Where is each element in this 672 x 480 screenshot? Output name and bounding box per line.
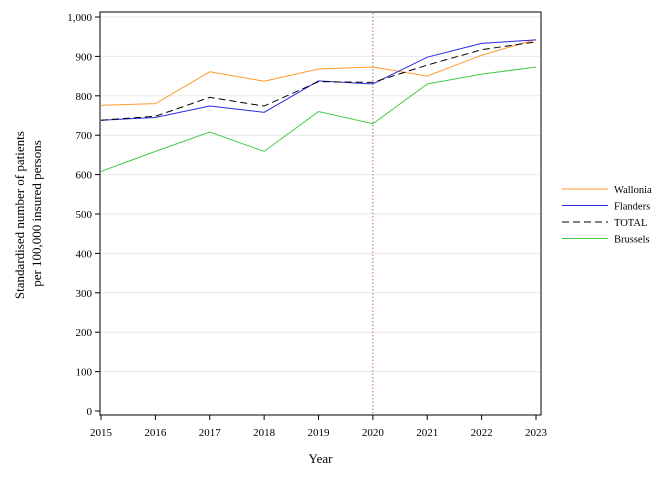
- y-tick-label: 700: [76, 130, 93, 142]
- grid-lines: [101, 16, 540, 373]
- y-tick-label: 800: [76, 91, 93, 103]
- x-axis-title: Year: [309, 451, 334, 466]
- y-tick-label: 100: [76, 367, 93, 379]
- legend-label-flanders: Flanders: [614, 202, 650, 213]
- series-line-total: [100, 41, 537, 121]
- y-tick-label: 900: [76, 51, 93, 63]
- series-line-wallonia: [100, 38, 537, 106]
- y-tick-label: 600: [76, 170, 93, 182]
- x-tick-label: 2022: [471, 427, 493, 439]
- x-tick-label: 2015: [90, 427, 113, 439]
- y-tick-label: 300: [76, 288, 93, 300]
- x-tick-label: 2020: [362, 427, 385, 439]
- y-tick-label: 500: [76, 209, 93, 221]
- y-axis-title-line-2: per 100,000 insured persons: [29, 140, 44, 287]
- x-tick-label: 2023: [525, 427, 548, 439]
- y-tick-label: 0: [87, 406, 93, 418]
- series-line-flanders: [100, 39, 537, 121]
- x-tick-label: 2017: [199, 427, 222, 439]
- x-axis: 2015 2016 2017 2018 2019 2020 2021 2022 2023: [90, 415, 548, 439]
- series-line-brussels: [100, 66, 537, 172]
- legend-label-total: TOTAL: [614, 218, 647, 229]
- x-tick-label: 2018: [253, 427, 276, 439]
- y-tick-label: 1,000: [67, 12, 92, 24]
- y-axis-title-line-1: Standardised number of patients: [12, 131, 27, 299]
- series-layer: [100, 38, 537, 172]
- legend-label-wallonia: Wallonia: [614, 185, 652, 196]
- legend: Wallonia Flanders TOTAL Brussels: [562, 185, 652, 246]
- x-tick-label: 2021: [416, 427, 438, 439]
- y-tick-label: 200: [76, 327, 93, 339]
- y-axis: 0 100 200 300 400 500 600 700 800 900 1,000: [67, 12, 100, 418]
- y-axis-title: Standardised number of patients per 100,…: [12, 128, 44, 299]
- legend-label-brussels: Brussels: [614, 235, 650, 246]
- x-tick-label: 2016: [144, 427, 167, 439]
- x-tick-label: 2019: [308, 427, 331, 439]
- y-tick-label: 400: [76, 248, 93, 260]
